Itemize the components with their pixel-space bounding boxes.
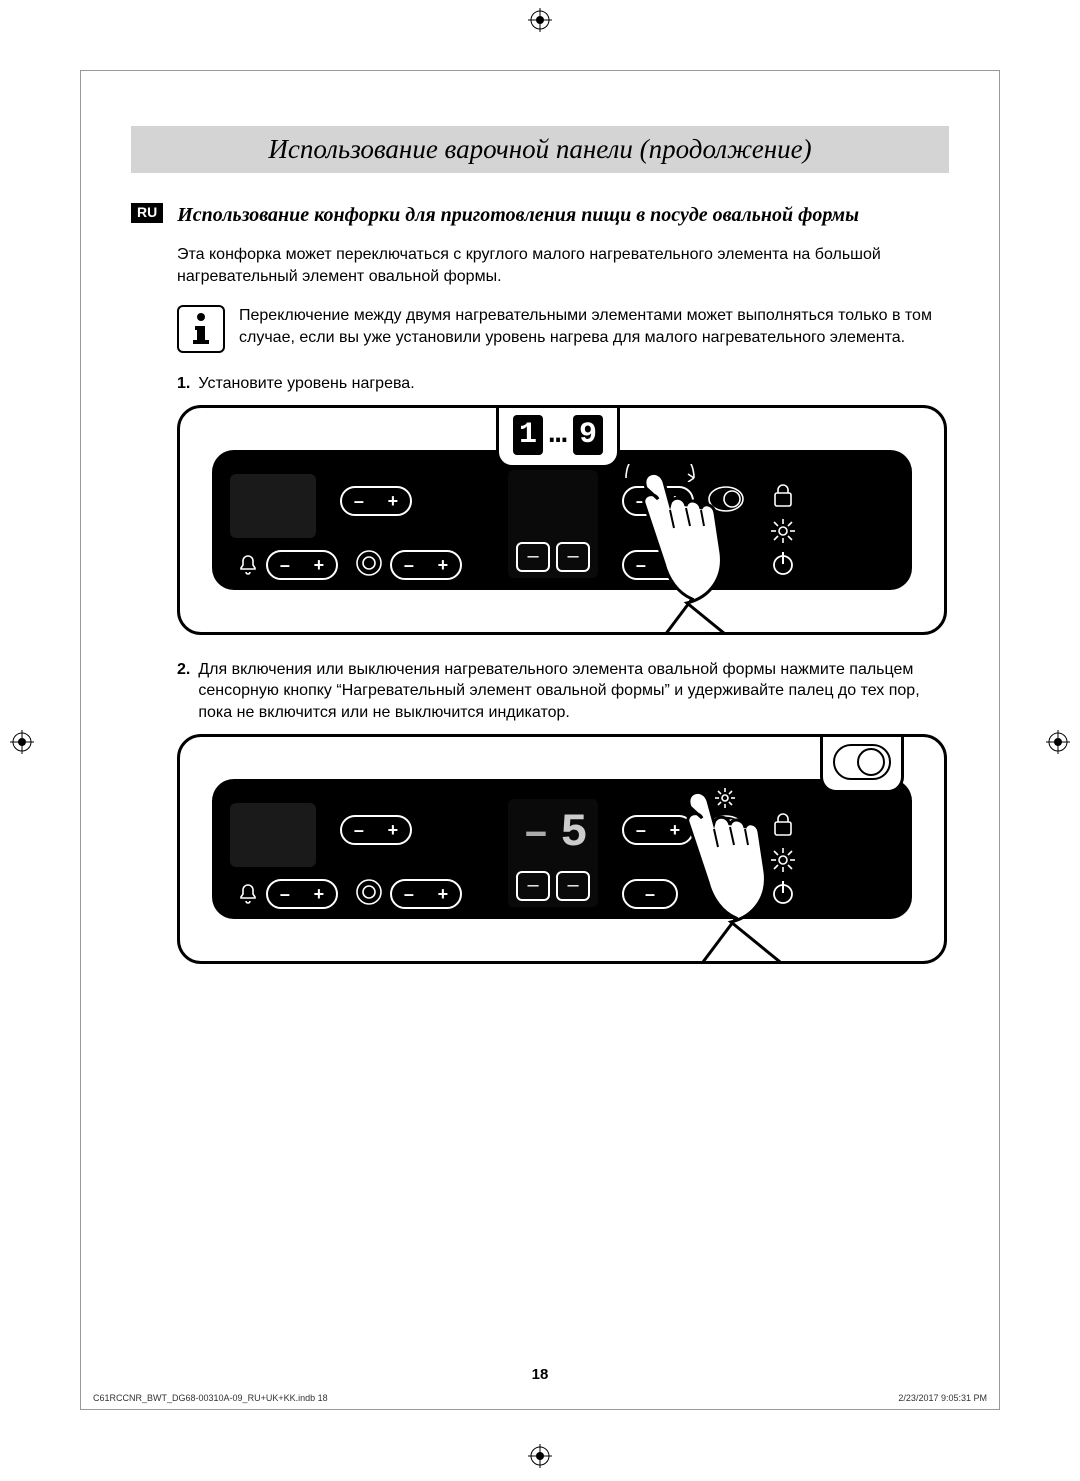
figure-1: –+ –+ –+ –+ –+ – – bbox=[177, 405, 947, 635]
callout-digit-9: 9 bbox=[573, 415, 603, 455]
section-header-row: RU Использование конфорки для приготовле… bbox=[131, 203, 949, 228]
heat-level-callout: 1 … 9 bbox=[496, 407, 620, 468]
callout-digit-1: 1 bbox=[513, 415, 543, 455]
info-note-row: Переключение между двумя нагревательными… bbox=[177, 305, 949, 353]
oval-callout-icon bbox=[833, 744, 891, 780]
step-1: 1. Установите уровень нагрева. bbox=[177, 373, 949, 395]
step-1-number: 1. bbox=[177, 373, 190, 395]
step-2-number: 2. bbox=[177, 659, 190, 724]
zone2-plus-minus[interactable]: –+ bbox=[390, 550, 462, 580]
figure-2: –+ –+ –+ –+ – – 5 – – bbox=[177, 734, 947, 964]
callout-ellipsis: … bbox=[549, 418, 567, 452]
hand-pointer-1 bbox=[616, 470, 786, 635]
step-2-text: Для включения или выключения нагреватель… bbox=[198, 659, 949, 724]
zone1-plus-minus[interactable]: –+ bbox=[340, 486, 412, 516]
timer-display-2 bbox=[230, 803, 316, 867]
timer-plus-minus-2[interactable]: –+ bbox=[266, 879, 338, 909]
center-minus-left: – bbox=[516, 542, 550, 572]
zone2-plus-minus-2[interactable]: –+ bbox=[390, 879, 462, 909]
timer-display bbox=[230, 474, 316, 538]
info-icon bbox=[177, 305, 225, 353]
center-readout-dash: – bbox=[518, 809, 554, 859]
language-badge: RU bbox=[131, 203, 163, 223]
section-heading: Использование конфорки для приготовления… bbox=[177, 203, 859, 228]
center-minus-right: – bbox=[556, 542, 590, 572]
zone1-plus-minus-2[interactable]: –+ bbox=[340, 815, 412, 845]
timer-plus-minus[interactable]: –+ bbox=[266, 550, 338, 580]
print-footer: C61RCCNR_BWT_DG68-00310A-09_RU+UK+KK.ind… bbox=[93, 1393, 987, 1403]
bell-icon bbox=[236, 554, 258, 576]
dual-zone-icon-2 bbox=[354, 877, 384, 907]
crop-mark-right bbox=[1046, 730, 1070, 759]
crop-mark-left bbox=[10, 730, 34, 759]
page-title: Использование варочной панели (продолжен… bbox=[131, 126, 949, 173]
center-minus-left-2: – bbox=[516, 871, 550, 901]
intro-paragraph: Эта конфорка может переключаться с кругл… bbox=[177, 244, 949, 287]
oval-button-callout bbox=[820, 736, 904, 793]
center-readout-5: 5 bbox=[556, 807, 592, 857]
footer-filename: C61RCCNR_BWT_DG68-00310A-09_RU+UK+KK.ind… bbox=[93, 1393, 328, 1403]
crop-mark-top bbox=[528, 8, 552, 37]
center-minus-right-2: – bbox=[556, 871, 590, 901]
info-note-text: Переключение между двумя нагревательными… bbox=[239, 305, 949, 348]
crop-mark-bottom bbox=[528, 1444, 552, 1473]
hand-pointer-2 bbox=[660, 789, 830, 964]
step-2: 2. Для включения или выключения нагреват… bbox=[177, 659, 949, 724]
page-frame: Использование варочной панели (продолжен… bbox=[80, 70, 1000, 1410]
control-panel-1: –+ –+ –+ –+ –+ – – bbox=[212, 450, 912, 590]
bell-icon-2 bbox=[236, 883, 258, 905]
dual-zone-icon bbox=[354, 548, 384, 578]
footer-timestamp: 2/23/2017 9:05:31 PM bbox=[898, 1393, 987, 1403]
step-1-text: Установите уровень нагрева. bbox=[198, 373, 414, 395]
page-number: 18 bbox=[81, 1366, 999, 1383]
